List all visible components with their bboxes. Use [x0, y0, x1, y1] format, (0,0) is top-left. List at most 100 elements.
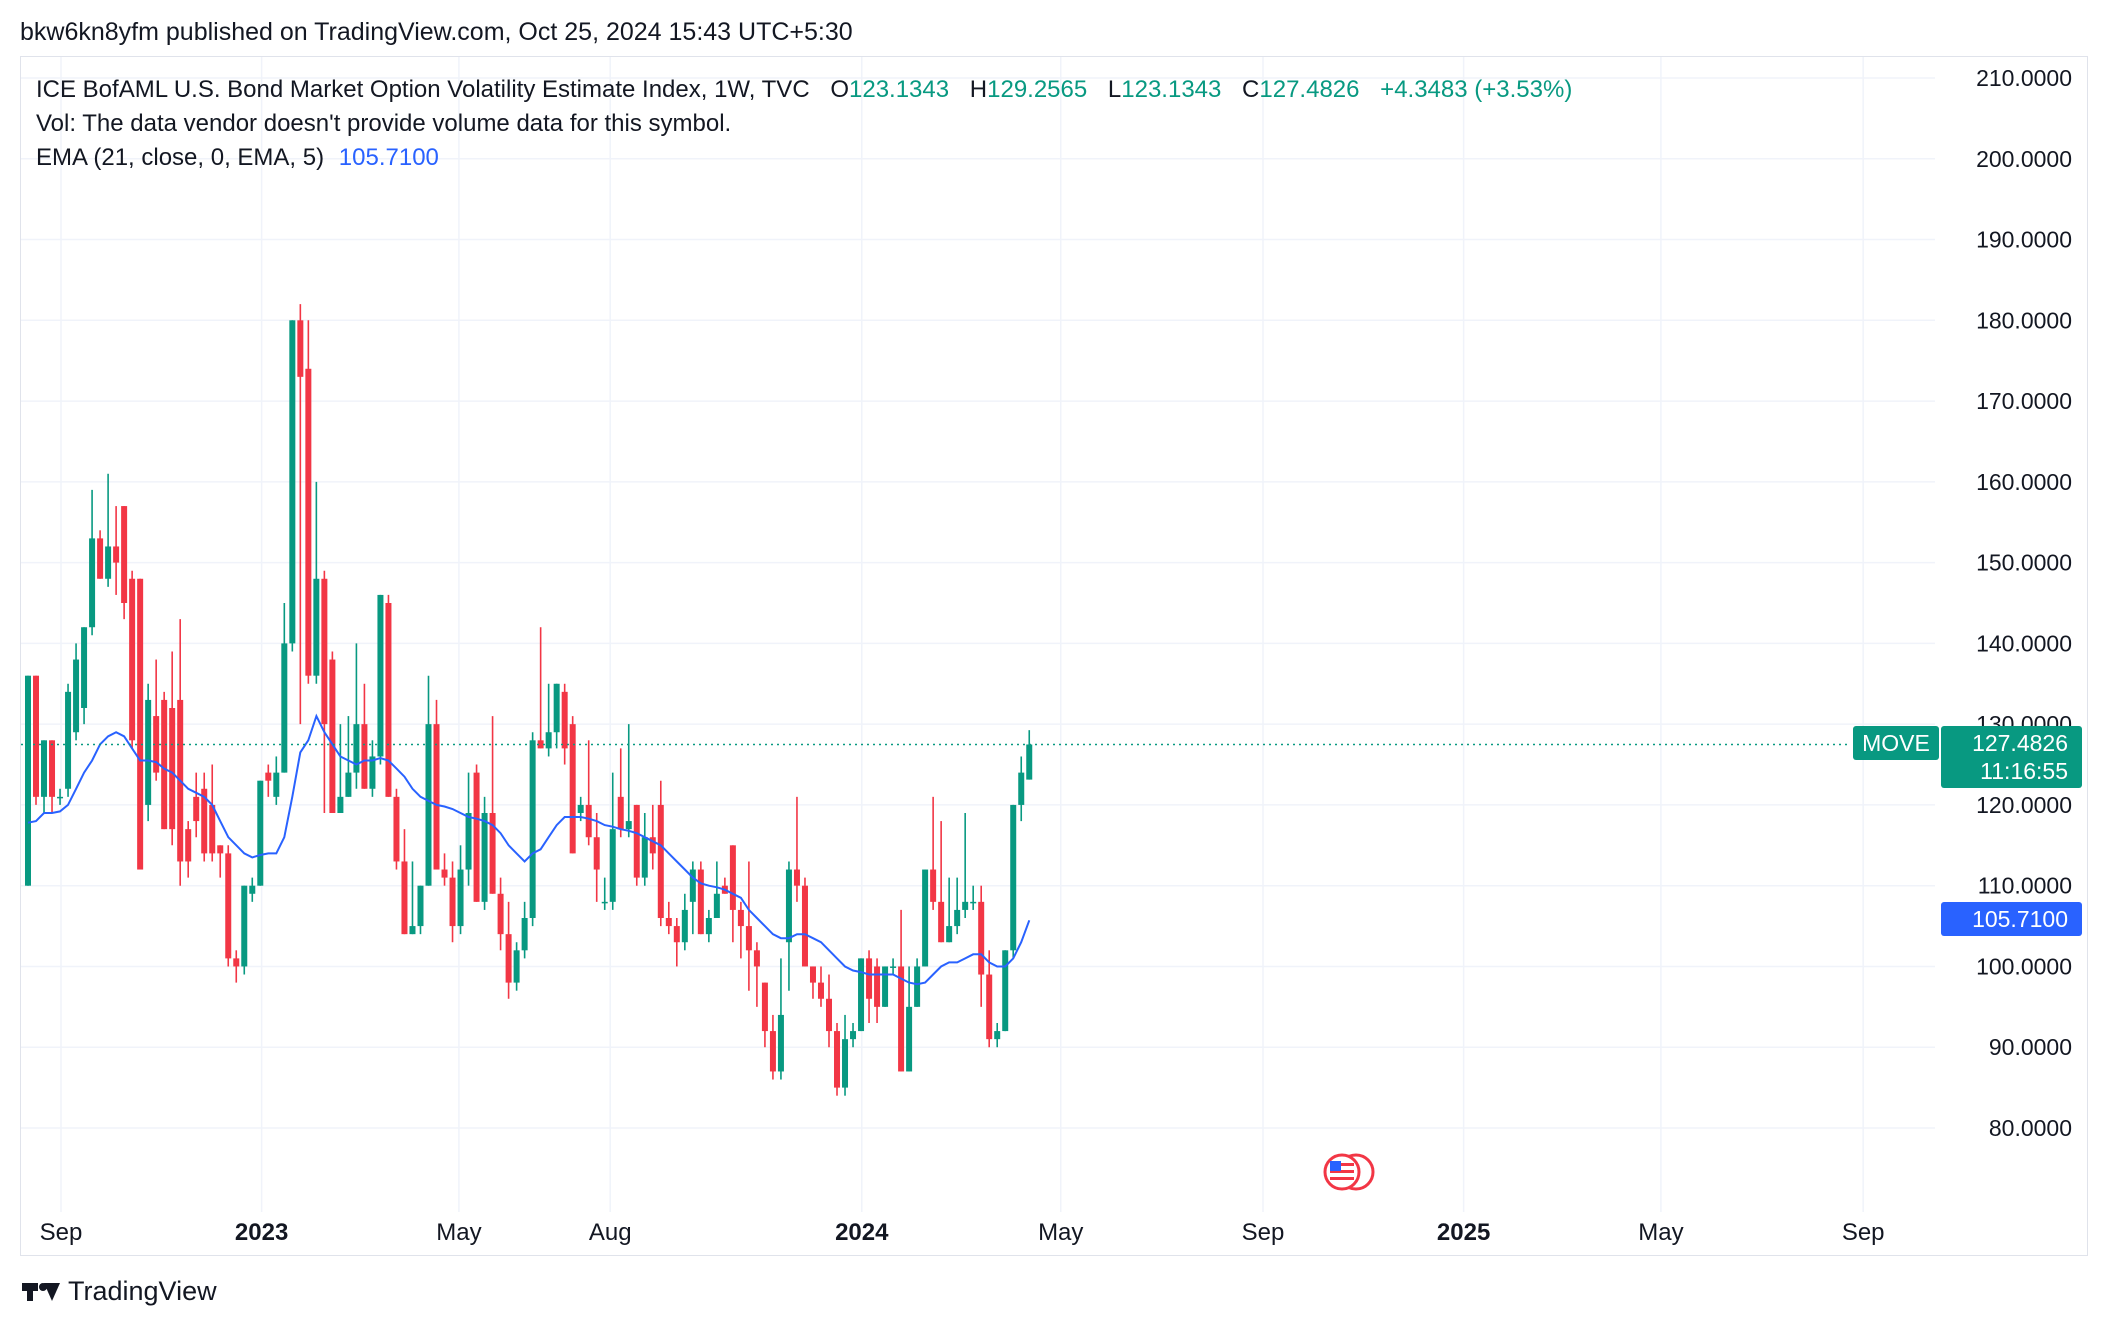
- candle-up: [521, 901, 528, 959]
- candle-body: [689, 869, 696, 902]
- legend-close-value: 127.4826: [1259, 76, 1360, 103]
- legend-ema-row[interactable]: EMA (21, close, 0, EMA, 5) 105.7100: [36, 144, 439, 172]
- candle-up: [882, 966, 889, 1007]
- candle-up: [25, 675, 31, 886]
- candle-up: [89, 489, 96, 636]
- candle-down: [113, 506, 120, 595]
- candle-body: [161, 699, 168, 830]
- symbol-tag: MOVE: [1862, 730, 1930, 756]
- candle-up: [65, 683, 72, 797]
- candle-body: [129, 578, 136, 741]
- candle-body: [753, 950, 760, 967]
- candle-up: [345, 716, 352, 797]
- legend-open-label: O: [830, 76, 849, 103]
- candle-body: [241, 885, 248, 967]
- candle-body: [249, 885, 256, 894]
- price-axis: 80.000090.0000100.0000110.0000120.000013…: [1976, 65, 2072, 1141]
- candle-down: [217, 845, 224, 878]
- candle-down: [505, 901, 512, 999]
- legend-open-value: 123.1343: [849, 76, 950, 103]
- y-tick-label: 160.0000: [1976, 469, 2072, 495]
- candle-up: [465, 772, 472, 886]
- candle-down: [569, 716, 576, 854]
- candle-up: [994, 1023, 1001, 1048]
- candle-up: [946, 877, 953, 943]
- candle-down: [593, 813, 600, 902]
- y-tick-label: 80.0000: [1989, 1115, 2072, 1141]
- candle-down: [561, 683, 568, 765]
- candle-body: [809, 966, 816, 983]
- candle-body: [425, 724, 432, 886]
- candle-up: [785, 861, 792, 991]
- candle-down: [321, 570, 328, 813]
- y-tick-label: 190.0000: [1976, 227, 2072, 253]
- candle-body: [121, 506, 128, 603]
- candle-up: [409, 861, 416, 935]
- candle-body: [489, 813, 496, 894]
- candle-up: [545, 683, 552, 757]
- candle-body: [842, 1039, 849, 1088]
- candle-body: [553, 683, 560, 733]
- candle-body: [481, 813, 488, 902]
- ema-price-badge: 105.7100: [1941, 902, 2082, 936]
- candle-body: [954, 909, 961, 927]
- y-tick-label: 90.0000: [1989, 1034, 2072, 1060]
- candle-body: [617, 796, 624, 830]
- chart-grid: [21, 57, 1935, 1212]
- candle-body: [337, 796, 344, 813]
- candle-up: [513, 942, 520, 991]
- candle-up: [850, 1023, 857, 1048]
- candle-body: [601, 901, 608, 904]
- candle-body: [914, 966, 921, 1007]
- footer-brand[interactable]: TradingView: [22, 1276, 217, 1307]
- candle-down: [265, 764, 272, 797]
- candle-body: [866, 958, 873, 999]
- candle-down: [305, 320, 312, 684]
- candle-body: [713, 893, 720, 918]
- candle-body: [209, 804, 216, 854]
- candle-down: [225, 845, 232, 967]
- x-tick-label: Sep: [1842, 1219, 1885, 1246]
- candle-up: [970, 885, 977, 910]
- candle-down: [137, 578, 144, 870]
- footer-brand-name: TradingView: [68, 1276, 217, 1306]
- us-flag-event-icon[interactable]: [1323, 1153, 1375, 1191]
- last-price-badge: 127.4826 11:16:55: [1941, 726, 2082, 788]
- candle-body: [521, 918, 528, 951]
- candle-body: [33, 675, 40, 797]
- candle-down: [793, 796, 800, 902]
- candle-down: [185, 821, 192, 878]
- candle-down: [233, 950, 240, 983]
- candle-body: [225, 853, 232, 959]
- candle-down: [834, 1023, 841, 1096]
- candle-body: [801, 885, 808, 967]
- candle-body: [417, 885, 424, 927]
- candle-body: [1018, 772, 1025, 805]
- candle-down: [129, 570, 136, 749]
- candle-body: [289, 320, 296, 644]
- candle-up: [777, 958, 784, 1080]
- candle-body: [433, 724, 440, 870]
- candle-body: [57, 796, 64, 799]
- candle-body: [970, 901, 977, 904]
- legend-close-label: C: [1242, 76, 1260, 103]
- candle-up: [641, 813, 648, 886]
- candle-down: [697, 861, 704, 935]
- x-tick-label: 2023: [235, 1219, 288, 1246]
- candle-body: [737, 909, 744, 927]
- candle-up: [842, 1014, 849, 1096]
- candle-up: [553, 683, 560, 749]
- candle-down: [361, 683, 368, 789]
- candle-up: [906, 966, 913, 1072]
- candle-up: [705, 909, 712, 943]
- candle-body: [353, 724, 360, 773]
- candle-down: [121, 506, 128, 620]
- y-tick-label: 170.0000: [1976, 388, 2072, 414]
- candle-body: [850, 1031, 857, 1040]
- y-tick-label: 210.0000: [1976, 65, 2072, 91]
- candle-down: [169, 651, 176, 846]
- candle-body: [217, 845, 224, 854]
- candle-body: [297, 320, 304, 377]
- candle-down: [866, 950, 873, 1023]
